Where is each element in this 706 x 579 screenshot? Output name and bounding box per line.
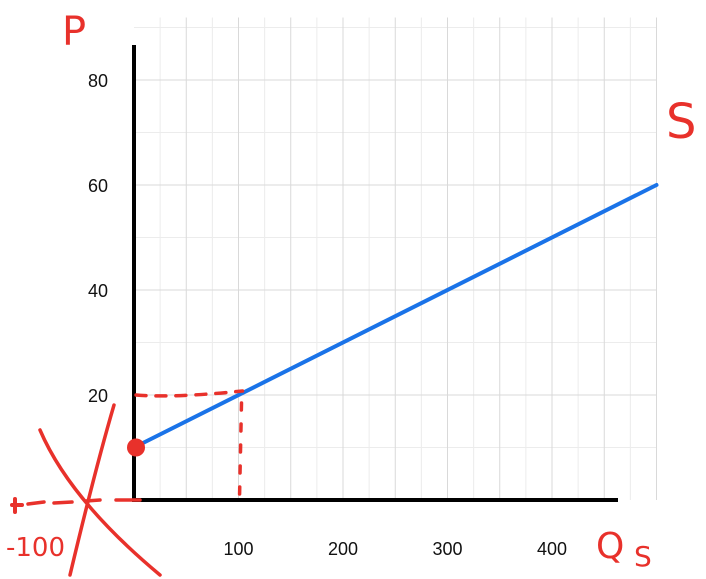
supply-line xyxy=(132,183,659,450)
x-axis-label: Q xyxy=(596,526,624,567)
y-tick-label: 60 xyxy=(88,176,108,196)
annotations xyxy=(10,389,245,577)
x-tick-label: 200 xyxy=(328,539,358,559)
y-axis-label: P xyxy=(62,9,86,55)
x-axis-label-subscript: S xyxy=(634,540,652,573)
y-tick-label: 80 xyxy=(88,71,108,91)
series-label: S xyxy=(666,94,696,150)
plus-mark xyxy=(10,497,24,514)
y-tick-label: 40 xyxy=(88,281,108,301)
y-tick-label: 20 xyxy=(88,386,108,406)
major-gridlines xyxy=(134,17,657,500)
negative-intercept-label: -100 xyxy=(6,533,65,563)
series-layer xyxy=(132,183,659,450)
extended-line-dashes xyxy=(52,498,142,505)
tick-labels: 100 200 300 400 20 40 60 80 xyxy=(88,71,567,559)
vertical-reference-line xyxy=(237,401,244,500)
x-tick-label: 400 xyxy=(537,539,567,559)
dash-mark xyxy=(26,500,46,506)
cross-out-stroke xyxy=(68,403,116,577)
intercept-point xyxy=(127,438,145,457)
axes xyxy=(132,45,618,502)
cross-out-stroke xyxy=(38,428,162,577)
horizontal-reference-line xyxy=(134,389,245,398)
x-tick-label: 300 xyxy=(432,539,462,559)
x-tick-label: 100 xyxy=(223,539,253,559)
